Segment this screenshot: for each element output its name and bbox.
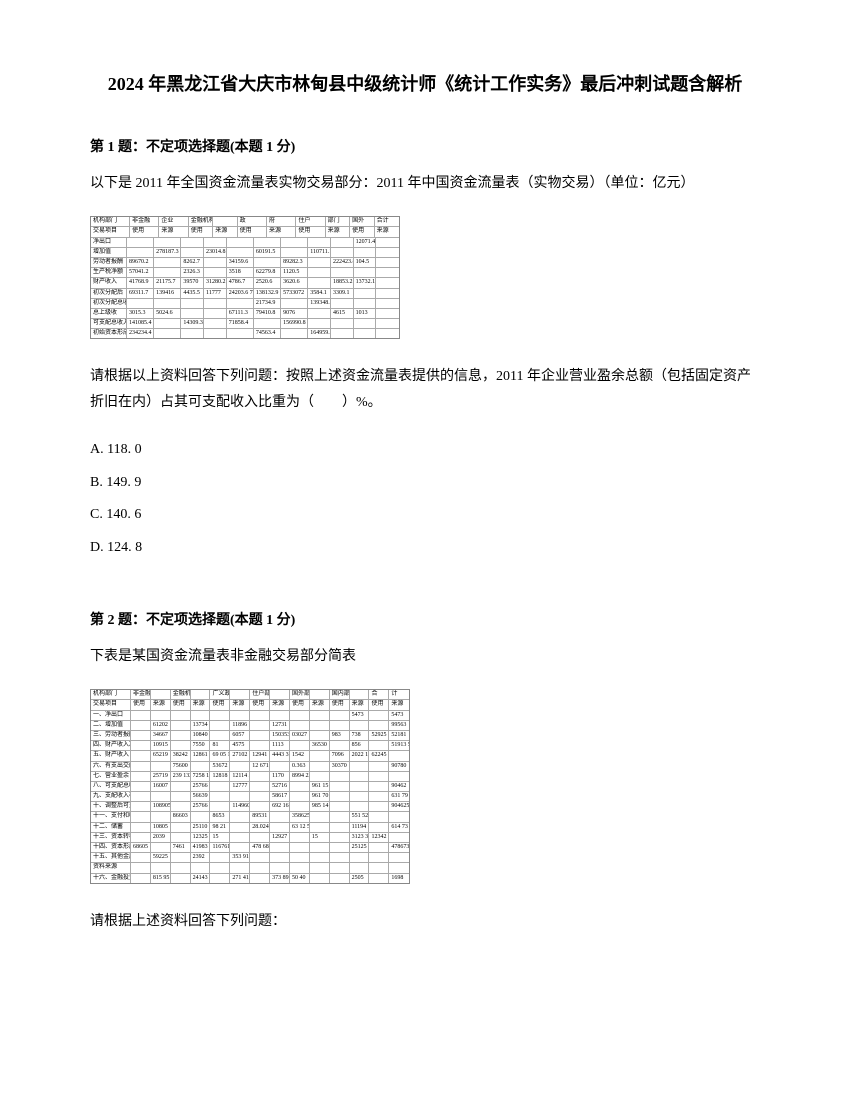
option-a: A. 118. 0 <box>90 435 760 466</box>
question-1: 第 1 题：不定项选择题(本题 1 分) 以下是 2011 年全国资金流量表实物… <box>90 136 760 564</box>
page-title: 2024 年黑龙江省大庆市林甸县中级统计师《统计工作实务》最后冲刺试题含解析 <box>90 70 760 96</box>
question-1-prompt: 请根据以上资料回答下列问题：按照上述资金流量表提供的信息，2011 年企业营业盈… <box>90 364 760 414</box>
question-2-prompt: 请根据上述资料回答下列问题： <box>90 909 760 934</box>
question-2: 第 2 题：不定项选择题(本题 1 分) 下表是某国资金流量表非金融交易部分简表… <box>90 609 760 934</box>
question-2-text: 下表是某国资金流量表非金融交易部分简表 <box>90 644 760 669</box>
option-b: B. 149. 9 <box>90 468 760 499</box>
option-d: D. 124. 8 <box>90 533 760 564</box>
option-c: C. 140. 6 <box>90 500 760 531</box>
question-1-table: 机构部门非金融企业金融机构部门政府住户部门国外合计交易项目使用来源使用来源使用来… <box>90 216 760 339</box>
question-2-header: 第 2 题：不定项选择题(本题 1 分) <box>90 609 760 629</box>
question-1-header: 第 1 题：不定项选择题(本题 1 分) <box>90 136 760 156</box>
question-1-options: A. 118. 0 B. 149. 9 C. 140. 6 D. 124. 8 <box>90 435 760 564</box>
question-1-text: 以下是 2011 年全国资金流量表实物交易部分：2011 年中国资金流量表（实物… <box>90 171 760 196</box>
question-2-table: 机构部门非金融企业部门金融机构部门广义政府部门住户部门国外部门国内部门合计交易项… <box>90 689 760 884</box>
